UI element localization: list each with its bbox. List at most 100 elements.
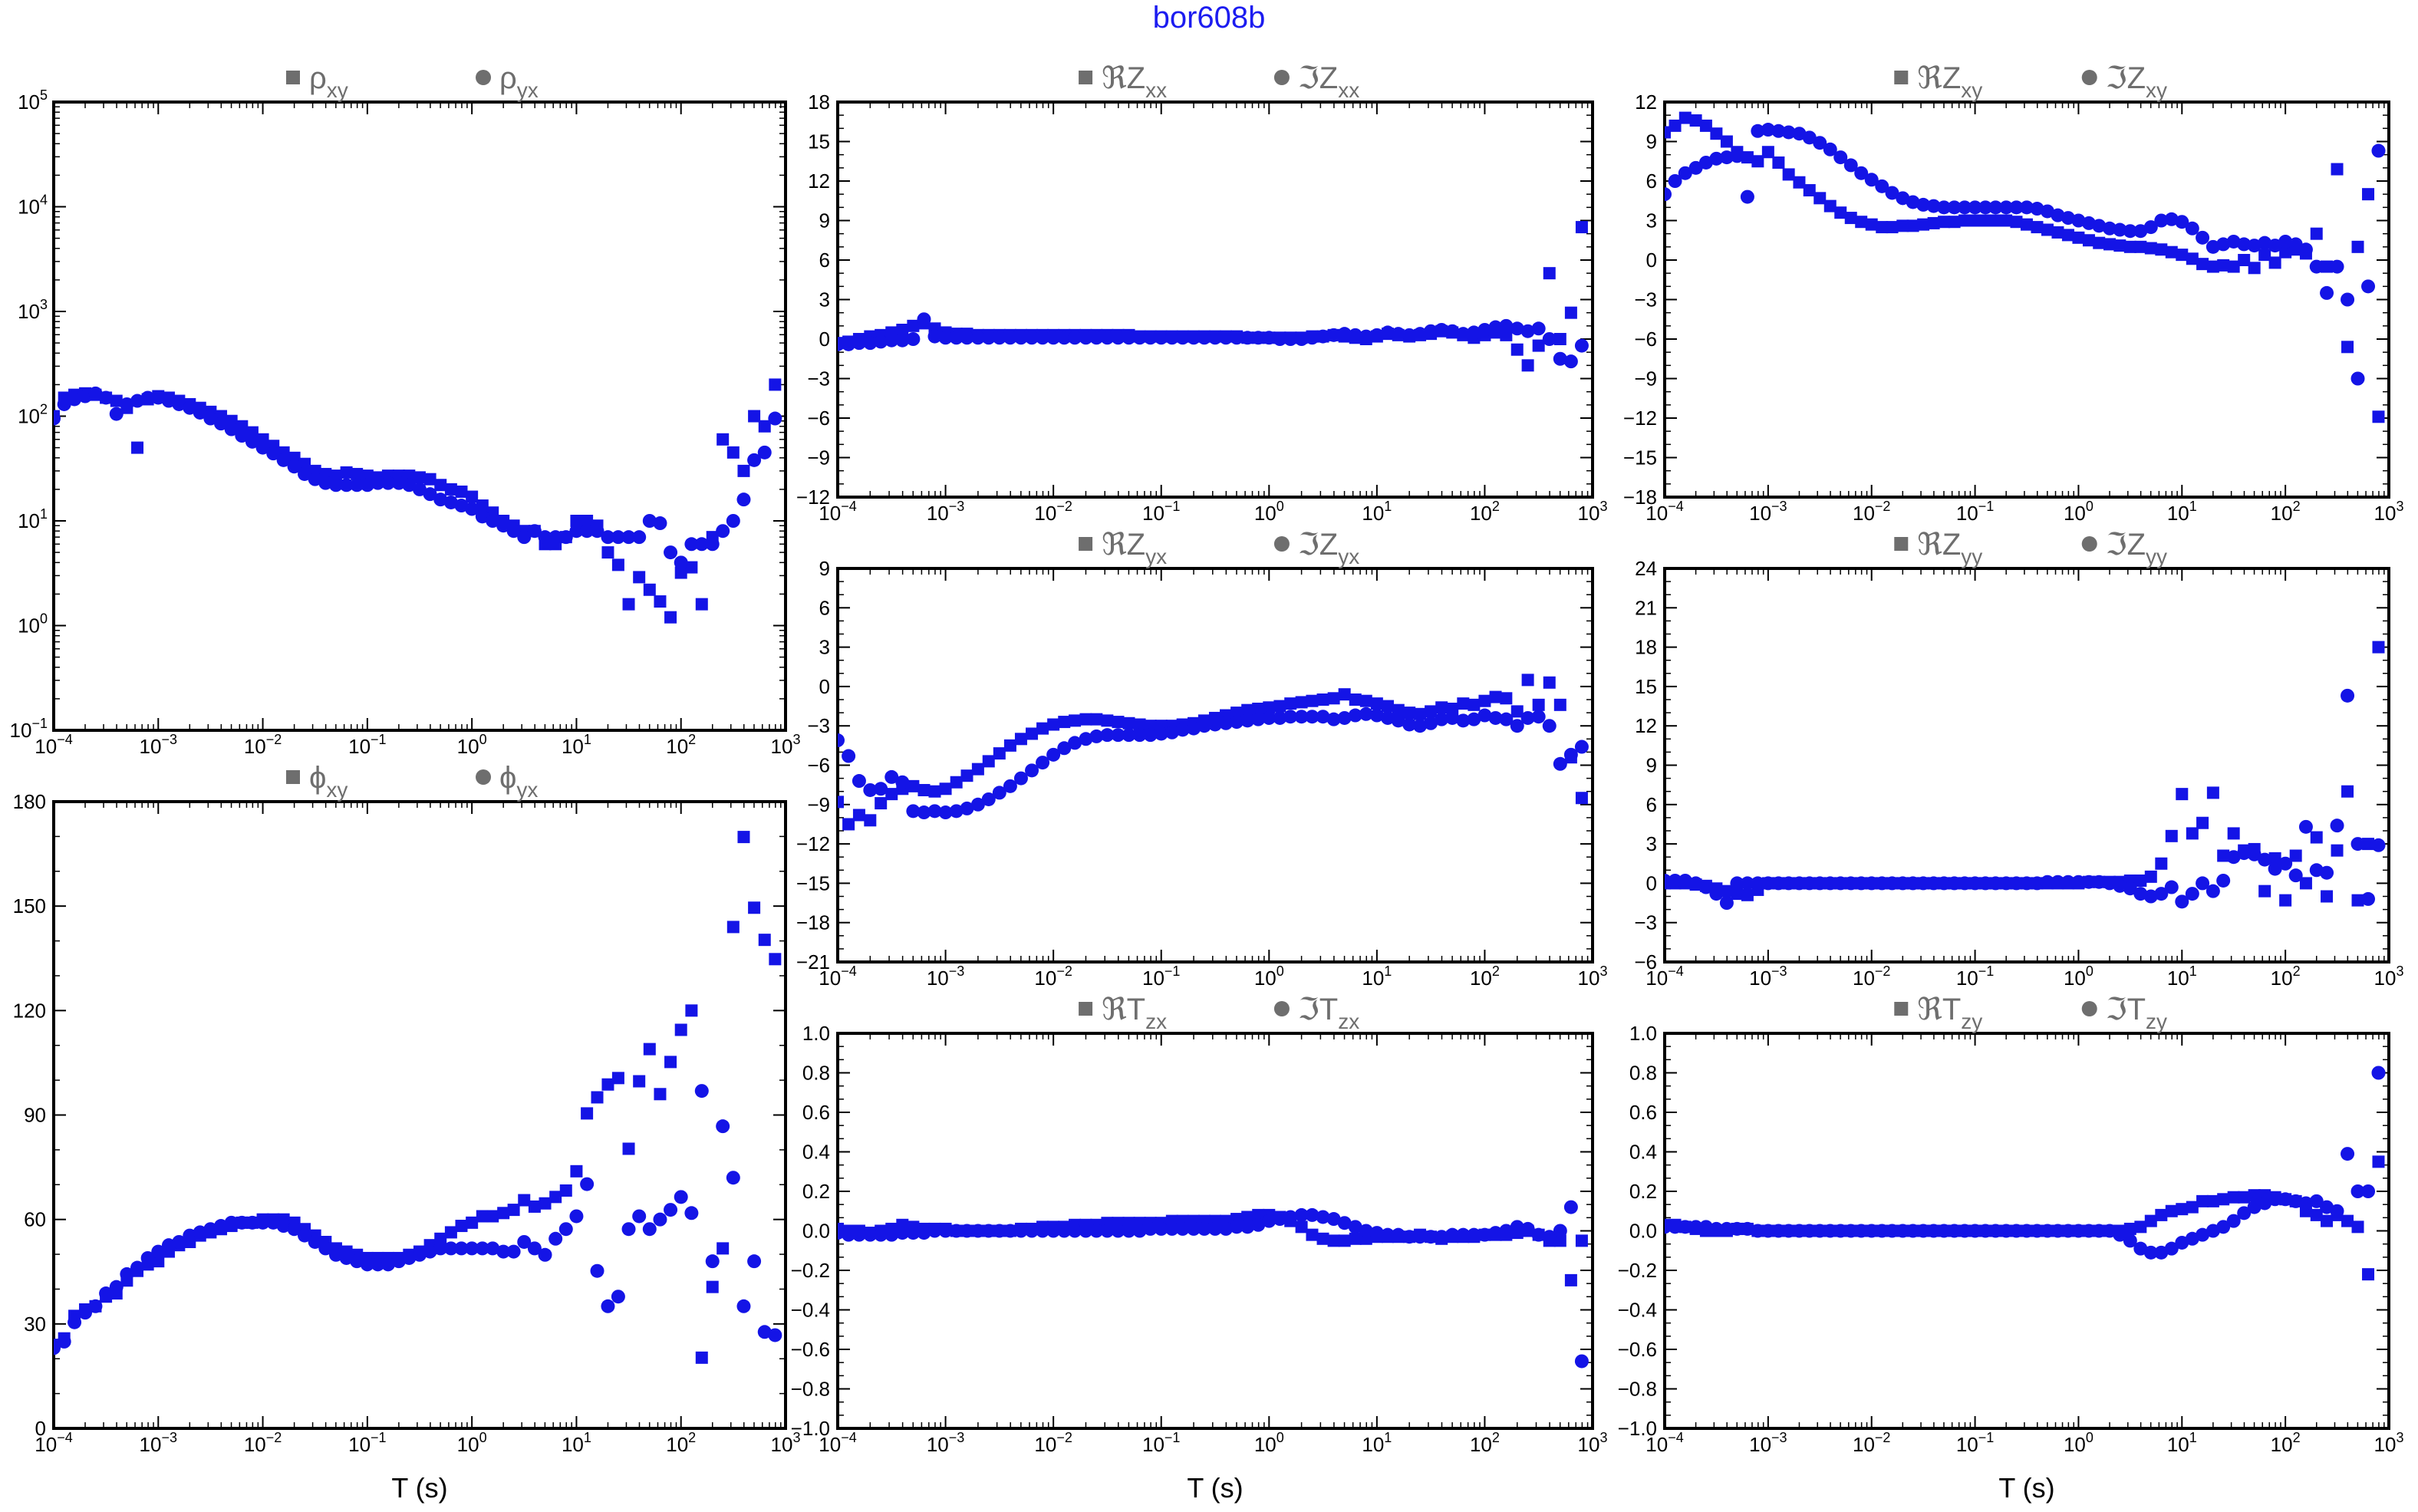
x-tick-label: 103 bbox=[2374, 964, 2404, 990]
x-tick-label: 10−2 bbox=[244, 1430, 282, 1456]
legend-label: ℜZyx bbox=[1102, 528, 1167, 568]
data-point-circle bbox=[1283, 710, 1298, 724]
data-point-square bbox=[2372, 1155, 2385, 1168]
data-point-circle bbox=[224, 1215, 239, 1230]
data-point-square bbox=[1575, 1234, 1588, 1247]
data-point-circle bbox=[1968, 876, 1982, 891]
data-point-square bbox=[2061, 229, 2074, 242]
data-point-circle bbox=[1273, 710, 1287, 725]
panel-phi: 10−4 10−3 10−2 10−1 100 101 102 103030609012015… bbox=[13, 761, 801, 1504]
y-tick-label: 0 bbox=[1646, 249, 1657, 272]
legend-label: ℑZxx bbox=[1298, 61, 1359, 102]
data-point-circle bbox=[68, 1315, 82, 1329]
data-point-circle bbox=[2216, 237, 2231, 252]
data-point-square bbox=[2020, 218, 2033, 231]
data-point-square bbox=[1435, 701, 1448, 714]
data-point-circle bbox=[2330, 819, 2344, 833]
data-point-circle bbox=[2371, 1066, 2386, 1080]
x-tick-label: 103 bbox=[2374, 1430, 2404, 1456]
data-point-circle bbox=[590, 524, 604, 539]
data-point-circle bbox=[1445, 710, 1460, 725]
data-point-circle bbox=[1391, 713, 1405, 728]
legend-label: ℑTzx bbox=[1298, 993, 1359, 1033]
x-tick-label: 102 bbox=[2271, 1430, 2301, 1456]
data-point-circle bbox=[109, 1280, 124, 1294]
data-point-circle bbox=[2237, 237, 2252, 252]
data-point-square bbox=[2041, 223, 2054, 236]
data-point-circle bbox=[266, 446, 281, 461]
data-point-square bbox=[1306, 694, 1319, 707]
data-point-square bbox=[2144, 1214, 2157, 1227]
data-point-circle bbox=[1294, 332, 1309, 346]
data-point-circle bbox=[2175, 894, 2189, 909]
legend-circle-marker bbox=[476, 769, 492, 785]
data-point-circle bbox=[454, 1241, 469, 1256]
data-point-circle bbox=[1337, 710, 1352, 725]
y-tick-label: 3 bbox=[819, 636, 830, 659]
data-point-circle bbox=[318, 1241, 333, 1256]
y-tick-label: 9 bbox=[819, 557, 830, 580]
x-tick-label: 10−4 bbox=[35, 732, 72, 758]
data-point-circle bbox=[2288, 237, 2303, 252]
data-point-circle bbox=[621, 530, 636, 545]
y-tick-label: 180 bbox=[13, 790, 46, 813]
legend-label: ℜZxx bbox=[1102, 61, 1167, 102]
data-point-circle bbox=[214, 1219, 229, 1234]
panel-zxy: 10−4 10−3 10−2 10−1 100 101 102 103−18−15−12−9−… bbox=[1623, 61, 2404, 525]
plot-data bbox=[54, 378, 782, 624]
x-tick-label: 10−2 bbox=[1853, 499, 1890, 525]
data-point-square bbox=[1069, 714, 1082, 727]
data-point-circle bbox=[1175, 331, 1190, 345]
data-point-square bbox=[1273, 700, 1286, 713]
data-point-circle bbox=[1665, 187, 1672, 202]
data-point-square bbox=[1425, 705, 1438, 718]
data-point-square bbox=[2010, 216, 2023, 229]
data-point-square bbox=[466, 1216, 479, 1229]
x-tick-label: 10−3 bbox=[140, 732, 177, 758]
data-point-circle bbox=[287, 1222, 301, 1237]
data-point-circle bbox=[716, 524, 730, 539]
data-point-circle bbox=[1251, 1217, 1266, 1232]
data-point-square bbox=[1803, 184, 1816, 197]
data-point-circle bbox=[705, 537, 720, 552]
data-point-circle bbox=[1197, 719, 1211, 733]
data-point-circle bbox=[970, 797, 985, 812]
data-point-square bbox=[960, 769, 973, 782]
data-point-circle bbox=[308, 472, 322, 486]
data-point-circle bbox=[1122, 331, 1136, 345]
figure-title: bor608b bbox=[1153, 1, 1266, 35]
data-point-circle bbox=[2216, 873, 2231, 888]
data-point-square bbox=[2331, 163, 2344, 176]
data-point-square bbox=[1896, 219, 1909, 232]
x-tick-label: 10−2 bbox=[1853, 1430, 1890, 1456]
series-imag bbox=[838, 1200, 1589, 1369]
data-point-circle bbox=[2320, 865, 2334, 880]
data-point-circle bbox=[664, 545, 678, 560]
data-point-circle bbox=[57, 397, 71, 411]
data-point-square bbox=[1101, 714, 1114, 727]
y-tick-label: 3 bbox=[1646, 832, 1657, 855]
data-point-circle bbox=[1036, 331, 1050, 345]
data-point-circle bbox=[1068, 331, 1082, 345]
x-tick-label: 10−2 bbox=[244, 732, 282, 758]
legend-circle-marker bbox=[2081, 1001, 2097, 1016]
data-point-circle bbox=[1197, 331, 1211, 345]
data-point-circle bbox=[2371, 838, 2386, 852]
data-point-circle bbox=[1316, 329, 1330, 344]
data-point-square bbox=[2186, 252, 2199, 265]
plot-frame bbox=[836, 567, 1594, 964]
data-point-square bbox=[885, 788, 898, 801]
data-point-square bbox=[2351, 894, 2364, 907]
data-point-circle bbox=[1978, 200, 1993, 215]
data-point-circle bbox=[1875, 876, 1889, 891]
data-point-circle bbox=[684, 1206, 699, 1220]
data-point-square bbox=[1510, 705, 1524, 718]
y-tick-label: 30 bbox=[24, 1313, 46, 1336]
data-point-square bbox=[1564, 306, 1577, 319]
data-point-circle bbox=[1165, 331, 1179, 345]
data-point-circle bbox=[1380, 325, 1395, 340]
data-point-circle bbox=[768, 1328, 782, 1342]
data-point-circle bbox=[1833, 876, 1848, 891]
data-point-square bbox=[717, 433, 730, 446]
data-point-circle bbox=[694, 1084, 709, 1099]
